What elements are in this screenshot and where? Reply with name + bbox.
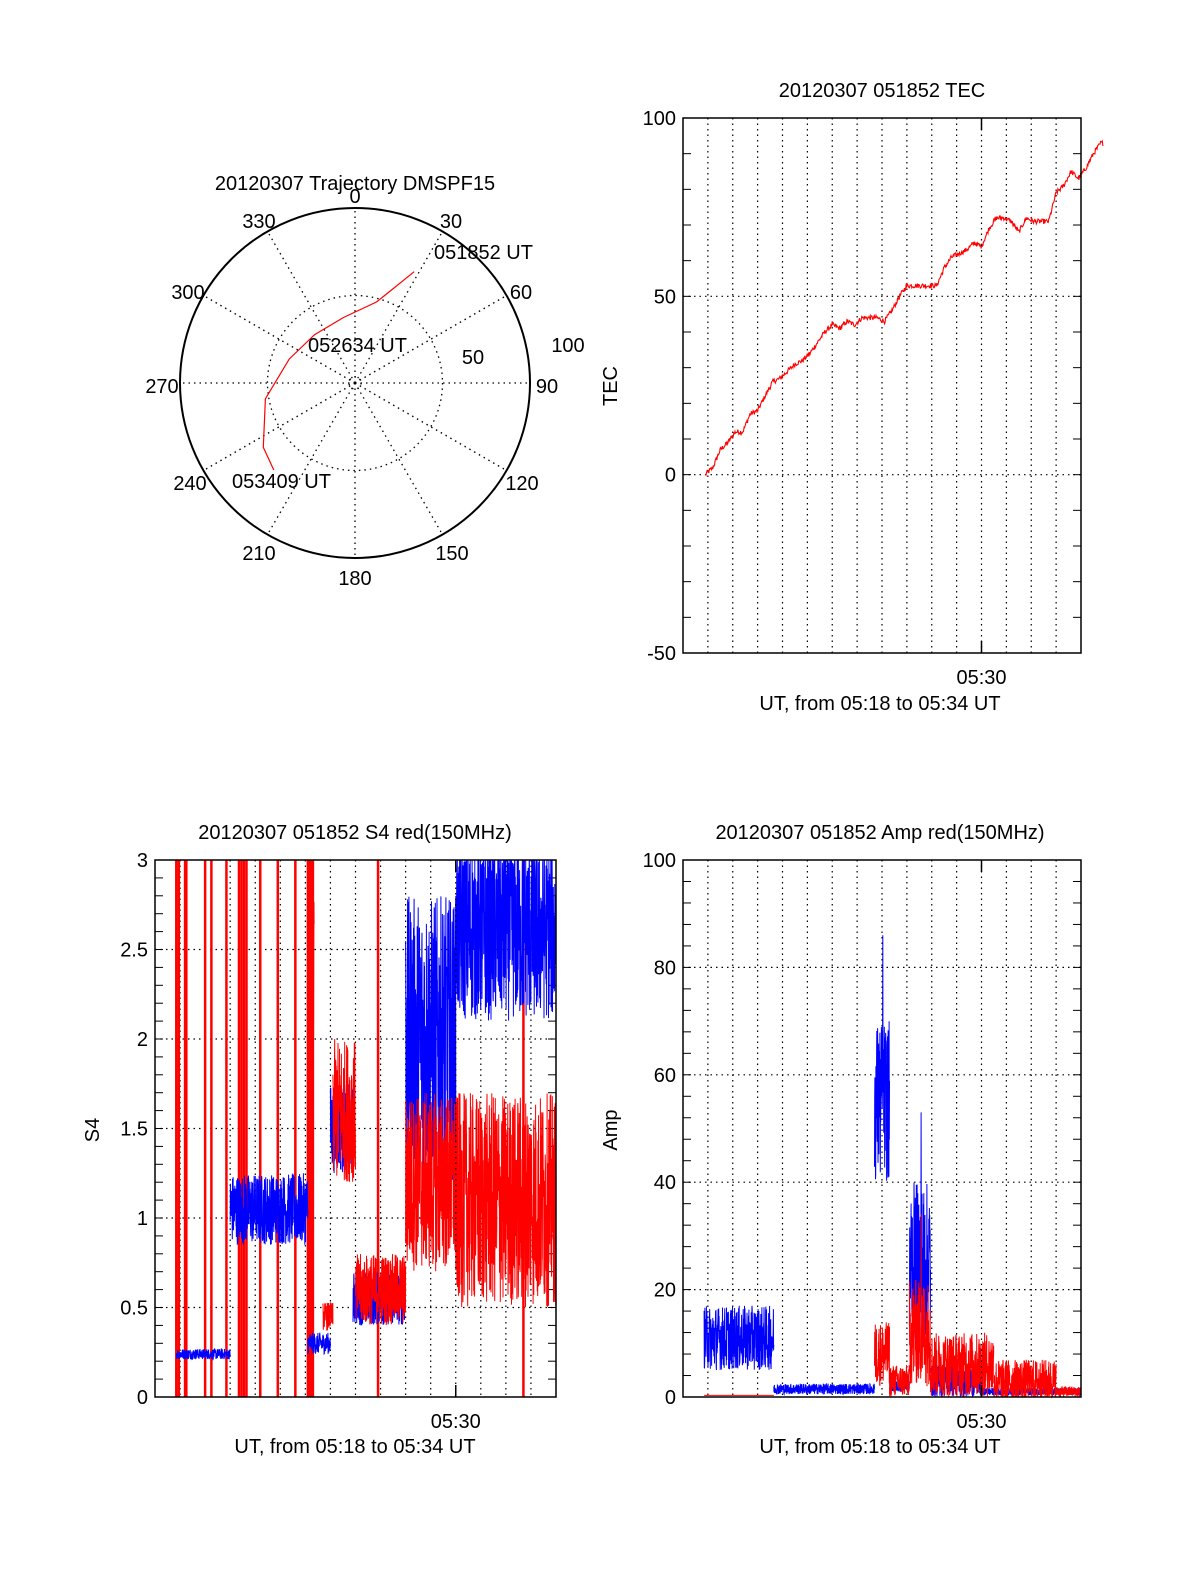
polar-outer-circle [179,207,531,559]
amp-ytick-label: 60 [654,1065,676,1087]
tec-ytick-label: 0 [665,465,676,487]
amp-ytick-label: 80 [654,957,676,979]
polar-angle-label-30: 30 [440,211,462,233]
s4-plot-frame [154,859,557,1398]
polar-spoke-150 [354,382,444,535]
polar-angle-label-330: 330 [242,211,275,233]
amp-plot-frame [682,859,1082,1398]
s4-ylabel: S4 [82,1118,104,1142]
s4-ytick-label: 3 [137,850,148,872]
polar-annotation-end: 053409 UT [232,471,331,493]
s4-ytick-label: 2 [137,1029,148,1051]
s4-chart: 20120307 051852 S4 red(150MHz) UT, from … [82,822,557,1458]
tec-title: 20120307 051852 TEC [779,80,985,102]
polar-angle-label-300: 300 [171,282,204,304]
polar-annotation-middle: 052634 UT [308,335,407,357]
tec-xlabel: UT, from 05:18 to 05:34 UT [759,693,1000,715]
s4-ytick-label: 0 [137,1387,148,1409]
amp-xlabel: UT, from 05:18 to 05:34 UT [759,1436,1000,1458]
s4-ytick-label: 2.5 [120,940,148,962]
polar-angle-label-90: 90 [536,376,558,398]
polar-title: 20120307 Trajectory DMSPF15 [215,173,495,195]
tec-ytick-label: 50 [654,286,676,308]
s4-title: 20120307 051852 S4 red(150MHz) [198,822,512,844]
polar-angle-label-0: 0 [349,186,360,208]
amp-ylabel: Amp [600,1109,622,1150]
tec-xtick-label: 05:30 [956,667,1006,689]
amp-ytick-label: 40 [654,1172,676,1194]
s4-ytick-label: 1 [137,1208,148,1230]
polar-angle-label-210: 210 [242,543,275,565]
amp-ytick-label: 0 [665,1387,676,1409]
polar-spoke-240 [203,382,356,472]
polar-angle-label-240: 240 [173,473,206,495]
tec-ylabel: TEC [600,366,622,406]
s4-ytick-label: 1.5 [120,1119,148,1141]
amp-ytick-label: 20 [654,1280,676,1302]
amp-ytick-label: 100 [643,850,676,872]
polar-angle-label-60: 60 [510,282,532,304]
polar-annotation-start: 051852 UT [434,242,533,264]
s4-red-series-line [307,899,557,1331]
polar-radial-label-100: 100 [551,335,584,357]
polar-spoke-120 [354,382,507,472]
tec-series-line [704,139,1104,477]
tec-chart: 20120307 051852 TEC UT, from 05:18 to 05… [600,80,1104,715]
s4-xlabel: UT, from 05:18 to 05:34 UT [234,1436,475,1458]
tec-plot-frame [682,117,1082,654]
amp-blue-series-line [703,935,1082,1397]
polar-trajectory-line [262,271,415,471]
amp-red-series-line [704,1214,1082,1399]
tec-ytick-label: -50 [647,643,676,665]
polar-radial-label-50: 50 [462,347,484,369]
amp-title: 20120307 051852 Amp red(150MHz) [715,822,1044,844]
polar-grid-circle-50 [266,294,444,472]
polar-trajectory-chart: 20120307 Trajectory DMSPF15 0 30 60 90 120 15… [145,173,584,590]
polar-spoke-210 [266,382,356,535]
amp-chart: 20120307 051852 Amp red(150MHz) UT, from… [600,822,1082,1458]
s4-ytick-label: 0.5 [120,1298,148,1320]
s4-xtick-label: 05:30 [431,1411,481,1433]
amp-xtick-label: 05:30 [956,1411,1006,1433]
polar-angle-label-120: 120 [505,473,538,495]
polar-angle-label-150: 150 [435,543,468,565]
polar-angle-label-270: 270 [145,376,178,398]
polar-spoke-330 [266,231,356,384]
polar-angle-label-180: 180 [338,568,371,590]
tec-ytick-label: 100 [643,108,676,130]
